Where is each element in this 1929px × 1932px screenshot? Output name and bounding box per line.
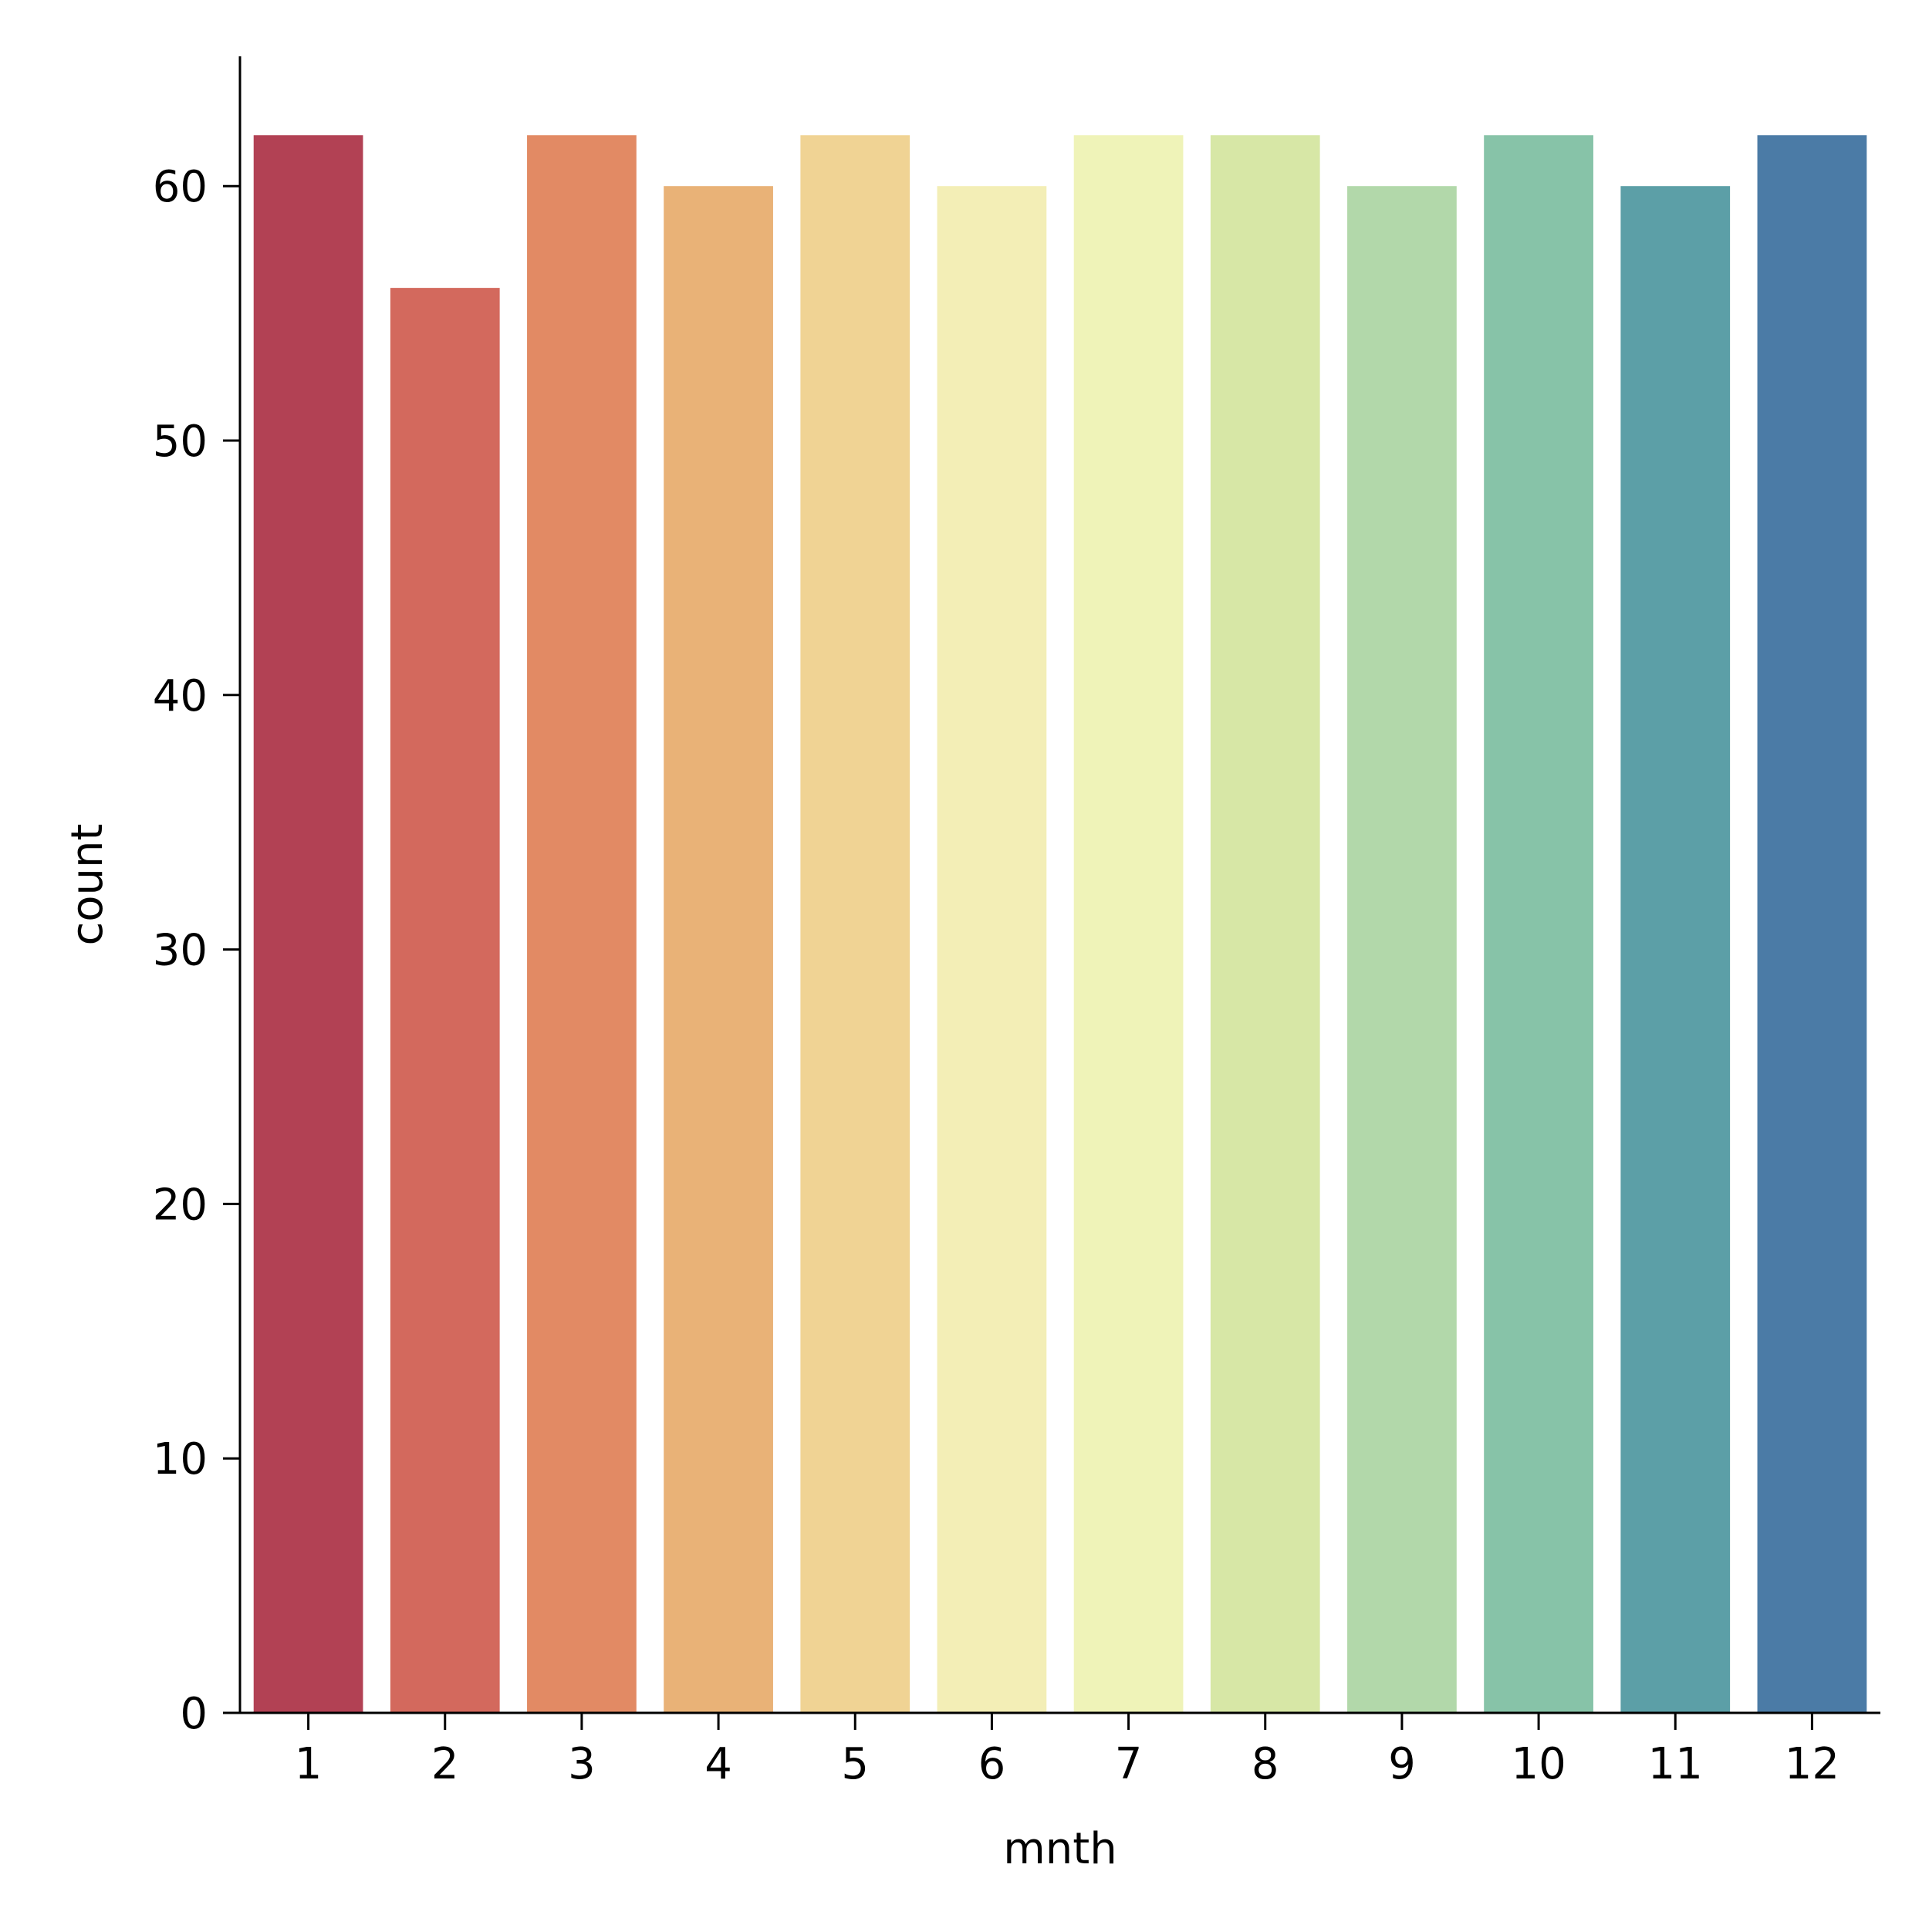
bar-3 <box>527 135 637 1714</box>
x-axis-ticks: 1 2 3 4 5 6 7 8 9 10 11 12 <box>295 1713 1839 1789</box>
bar-1 <box>253 135 363 1714</box>
x-tick-label: 4 <box>704 1739 732 1789</box>
y-axis-ticks: 0 10 20 30 40 50 60 <box>153 162 240 1739</box>
bar-10 <box>1484 135 1593 1714</box>
y-tick-label: 0 <box>180 1689 208 1739</box>
bar-8 <box>1210 135 1320 1714</box>
bar-6 <box>937 186 1047 1714</box>
x-tick-label: 2 <box>431 1739 459 1789</box>
bar-4 <box>664 186 773 1714</box>
x-tick-label: 9 <box>1388 1739 1416 1789</box>
x-tick-label: 8 <box>1252 1739 1279 1789</box>
x-axis-label: mnth <box>1003 1824 1117 1874</box>
bar-5 <box>800 135 910 1714</box>
bars-group <box>253 135 1867 1714</box>
x-tick-label: 5 <box>841 1739 869 1789</box>
bar-2 <box>390 288 500 1713</box>
bar-9 <box>1347 186 1457 1714</box>
x-tick-label: 6 <box>978 1739 1006 1789</box>
bar-7 <box>1073 135 1184 1714</box>
x-tick-label: 1 <box>295 1739 323 1789</box>
x-tick-label: 11 <box>1648 1739 1703 1789</box>
x-tick-label: 12 <box>1785 1739 1839 1789</box>
y-axis-label: count <box>62 824 113 946</box>
bar-11 <box>1620 186 1731 1714</box>
x-tick-label: 7 <box>1115 1739 1143 1789</box>
x-tick-label: 3 <box>568 1739 596 1789</box>
y-tick-label: 50 <box>153 417 208 467</box>
y-tick-label: 30 <box>153 926 208 976</box>
y-tick-label: 40 <box>153 671 208 721</box>
y-tick-label: 20 <box>153 1180 208 1230</box>
bar-12 <box>1757 135 1867 1714</box>
x-tick-label: 10 <box>1511 1739 1566 1789</box>
y-tick-label: 60 <box>153 162 208 212</box>
y-tick-label: 10 <box>153 1434 208 1484</box>
